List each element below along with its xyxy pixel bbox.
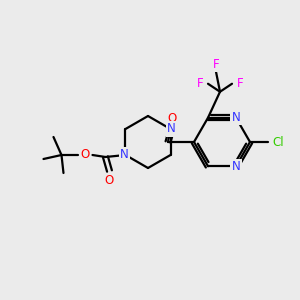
Text: N: N (232, 111, 240, 124)
Text: N: N (120, 148, 129, 161)
Text: O: O (105, 175, 114, 188)
Text: O: O (167, 112, 177, 124)
Text: F: F (197, 77, 203, 90)
Text: F: F (213, 58, 219, 71)
Text: N: N (232, 160, 240, 173)
Text: F: F (237, 77, 243, 90)
Text: Cl: Cl (272, 136, 284, 148)
Text: O: O (81, 148, 90, 161)
Text: N: N (167, 122, 176, 136)
